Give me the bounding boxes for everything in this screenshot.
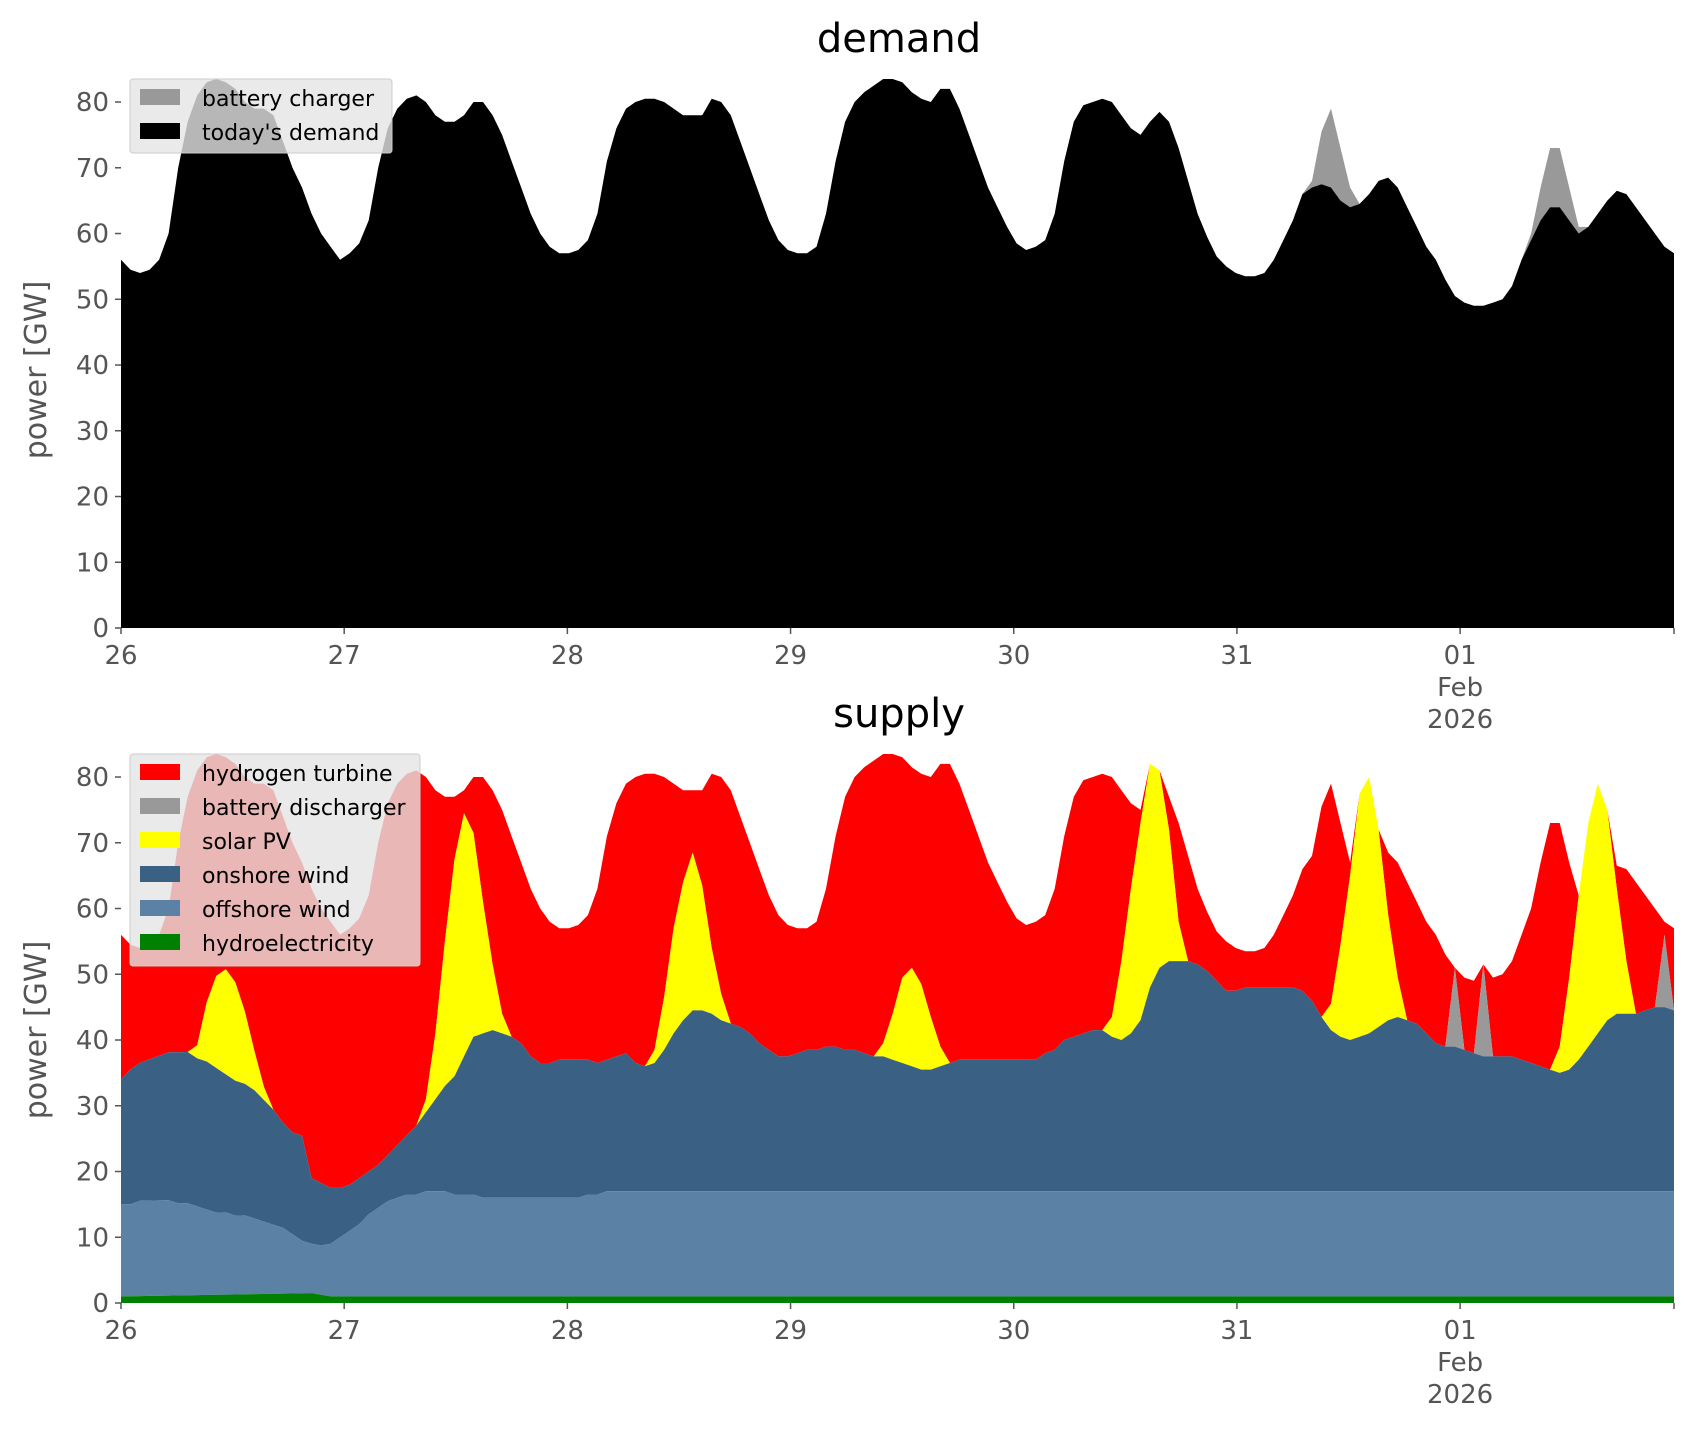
supply-xtick-label: 28 — [551, 1316, 584, 1346]
legend-swatch-onshore-wind — [140, 866, 180, 882]
supply-xtick-label: 01 — [1444, 1316, 1477, 1346]
demand-title: demand — [817, 16, 981, 62]
legend-label-todays-demand: today's demand — [202, 121, 379, 146]
legend-label-battery-discharger: battery discharger — [202, 796, 407, 821]
legend-label-hydrogen-turbine: hydrogen turbine — [202, 762, 393, 787]
legend-swatch-battery-charger — [140, 89, 180, 105]
demand-xtick-label: 27 — [328, 641, 361, 671]
supply-ytick-label: 70 — [76, 829, 109, 859]
legend-swatch-battery-discharger — [140, 798, 180, 814]
supply-ytick-label: 60 — [76, 895, 109, 925]
legend-swatch-todays-demand — [140, 123, 180, 139]
supply-ytick-label: 10 — [76, 1223, 109, 1253]
legend-label-battery-charger: battery charger — [202, 87, 375, 112]
demand-areas — [121, 79, 1674, 628]
legend-label-hydroelectricity: hydroelectricity — [202, 932, 374, 957]
supply-areas — [121, 754, 1674, 1303]
demand-legend: battery charger today's demand — [129, 78, 393, 154]
supply-xtick-label: 29 — [774, 1316, 807, 1346]
demand-xtick-label: 01 — [1444, 641, 1477, 671]
demand-legend-box — [129, 78, 393, 154]
supply-ytick-label: 50 — [76, 960, 109, 990]
legend-label-solar-pv: solar PV — [202, 830, 291, 855]
solar-pv-area — [121, 763, 1674, 1188]
supply-y-label: power [GW] — [19, 941, 54, 1120]
demand-ytick-label: 20 — [76, 483, 109, 513]
demand-ytick-label: 60 — [76, 220, 109, 250]
hydrogen-turbine-area — [121, 754, 1674, 1188]
supply-xtick-label: 30 — [997, 1316, 1030, 1346]
hydroelectricity-area — [121, 1293, 1674, 1303]
supply-xtick-label: 2026 — [1427, 1380, 1493, 1410]
demand-y-label: power [GW] — [19, 281, 54, 460]
supply-ytick-label: 0 — [92, 1289, 109, 1319]
supply-legend-box — [129, 753, 421, 967]
supply-ytick-label: 40 — [76, 1026, 109, 1056]
demand-ytick-label: 40 — [76, 351, 109, 381]
todays-demand-area — [121, 79, 1674, 628]
demand-xtick-label: 31 — [1220, 641, 1253, 671]
demand-xtick-label: 30 — [997, 641, 1030, 671]
demand-ytick-label: 10 — [76, 548, 109, 578]
legend-swatch-offshore-wind — [140, 900, 180, 916]
supply-xtick-label: Feb — [1437, 1348, 1483, 1378]
demand-xtick-label: 26 — [104, 641, 137, 671]
demand-ytick-label: 70 — [76, 154, 109, 184]
supply-xtick-label: 31 — [1220, 1316, 1253, 1346]
offshore-wind-area — [121, 1191, 1674, 1297]
legend-swatch-hydroelectricity — [140, 934, 180, 950]
demand-xtick-label: 2026 — [1427, 705, 1493, 735]
legend-swatch-hydrogen-turbine — [140, 764, 180, 780]
demand-xtick-label: Feb — [1437, 673, 1483, 703]
supply-xtick-label: 27 — [328, 1316, 361, 1346]
supply-title: supply — [833, 691, 965, 737]
supply-legend: hydrogen turbine battery discharger sola… — [129, 753, 421, 967]
demand-ytick-label: 30 — [76, 417, 109, 447]
demand-xtick-label: 28 — [551, 641, 584, 671]
supply-xtick-label: 26 — [104, 1316, 137, 1346]
onshore-wind-area — [121, 961, 1674, 1246]
demand-ytick-label: 0 — [92, 614, 109, 644]
demand-ytick-label: 50 — [76, 285, 109, 315]
supply-ytick-label: 30 — [76, 1092, 109, 1122]
demand-ytick-label: 80 — [76, 88, 109, 118]
legend-label-offshore-wind: offshore wind — [202, 898, 351, 923]
legend-swatch-solar-pv — [140, 832, 180, 848]
legend-label-onshore-wind: onshore wind — [202, 864, 349, 889]
supply-ytick-label: 20 — [76, 1158, 109, 1188]
supply-ytick-label: 80 — [76, 763, 109, 793]
demand-xtick-label: 29 — [774, 641, 807, 671]
